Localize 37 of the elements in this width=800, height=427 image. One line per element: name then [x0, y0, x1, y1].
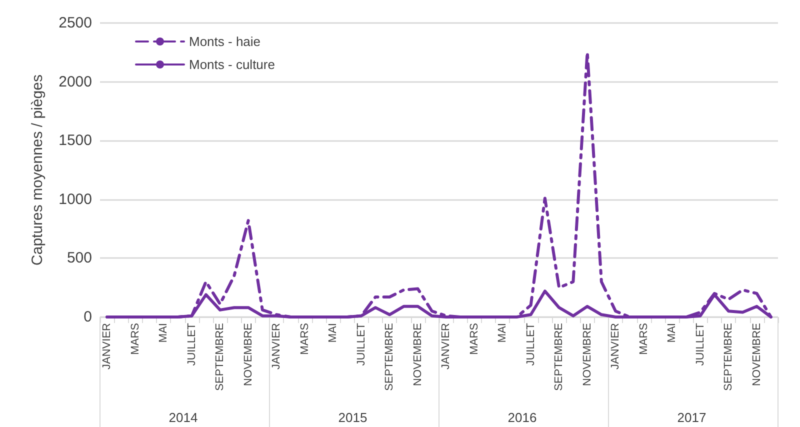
y-axis-title: Captures moyennes / pièges: [29, 74, 46, 266]
y-tick-label: 2500: [58, 14, 92, 32]
x-tick-label: SEPTEMBRE: [553, 323, 566, 391]
x-tick-label: MAI: [158, 323, 170, 343]
x-tick-label: NOVEMBRE: [242, 323, 254, 386]
y-tick-label: 500: [66, 250, 92, 267]
x-tick-label: MARS: [638, 323, 650, 355]
x-tick-label: MARS: [468, 323, 480, 355]
x-tick-label: JUILLET: [524, 322, 537, 366]
x-tick-label: JANVIER: [610, 322, 622, 370]
x-tick-label: NOVEMBRE: [750, 323, 763, 386]
text: 2015: [338, 410, 368, 425]
legend-label: Monts - culture: [189, 57, 275, 72]
x-tick-label: NOVEMBRE: [412, 323, 424, 386]
y-tick-label: 2000: [58, 73, 92, 90]
x-tick-label: JUILLET: [186, 322, 198, 366]
text: 2016: [508, 410, 537, 425]
x-tick-label: SEPTEMBRE: [214, 323, 226, 391]
x-tick-label: JUILLET: [694, 322, 706, 366]
x-tick-label: JANVIER: [270, 322, 283, 370]
text: 2017: [677, 410, 706, 425]
x-tick-label: NOVEMBRE: [581, 323, 594, 386]
x-tick-label: JANVIER: [101, 322, 114, 370]
x-tick-label: MAI: [327, 323, 340, 343]
legend-label: Monts - haie: [189, 34, 261, 49]
text: 2014: [168, 410, 198, 425]
x-tick-label: SEPTEMBRE: [384, 323, 396, 391]
y-tick-label: 0: [84, 308, 92, 326]
x-tick-label: JANVIER: [440, 322, 452, 370]
x-tick-label: JUILLET: [355, 322, 368, 366]
y-tick-label: 1000: [58, 190, 92, 208]
x-tick-label: MAI: [666, 323, 678, 343]
x-tick-label: MARS: [298, 323, 311, 355]
x-tick-label: SEPTEMBRE: [722, 323, 735, 391]
x-tick-label: MARS: [129, 323, 142, 355]
x-tick-label: MAI: [496, 323, 509, 343]
y-tick-label: 1500: [58, 132, 92, 150]
